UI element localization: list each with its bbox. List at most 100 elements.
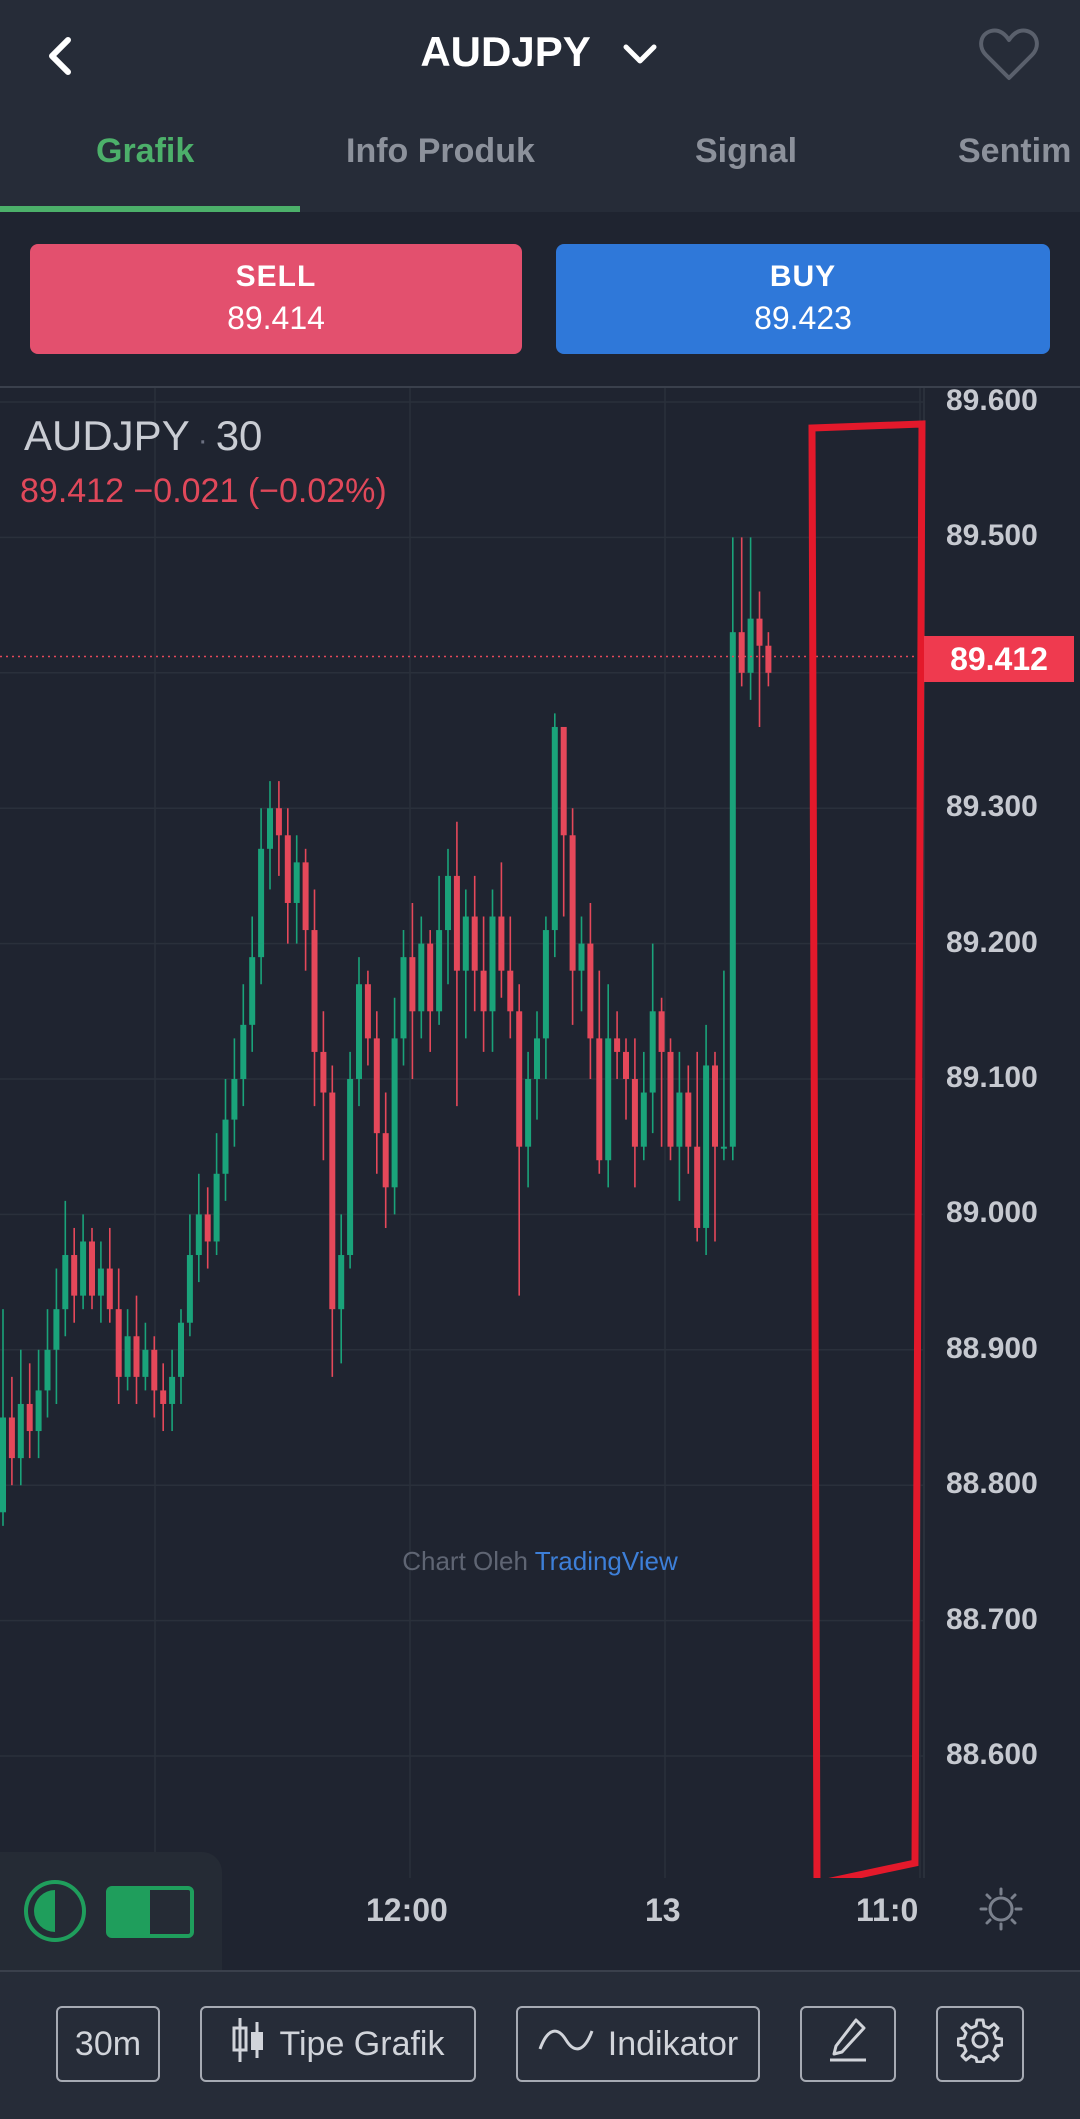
candle-body bbox=[80, 1241, 87, 1296]
candle bbox=[195, 1173, 202, 1283]
y-axis-label: 88.900 bbox=[946, 1331, 1038, 1365]
candle-body bbox=[400, 957, 407, 1039]
candle-body bbox=[471, 916, 478, 971]
candle bbox=[649, 943, 656, 1134]
candle bbox=[0, 1309, 6, 1526]
candle-body bbox=[382, 1133, 389, 1188]
candle bbox=[356, 957, 362, 1107]
price-chart[interactable]: AUDJPY · 30 89.412 −0.021 (−0.02%) 89.600 8… bbox=[0, 384, 1080, 1928]
candle-body bbox=[169, 1376, 176, 1404]
heart-icon[interactable] bbox=[978, 26, 1040, 84]
candle-body bbox=[106, 1268, 113, 1310]
candle bbox=[445, 848, 451, 985]
candle-body bbox=[453, 875, 460, 971]
candle-body bbox=[507, 970, 514, 1012]
chart-credit: Chart Oleh TradingView bbox=[0, 1546, 1080, 1577]
candle-body bbox=[338, 1255, 345, 1310]
x-axis-label: 11:0 bbox=[856, 1892, 919, 1928]
theme-toggle-icon[interactable] bbox=[24, 1880, 86, 1942]
candle-body bbox=[0, 1417, 6, 1513]
candle-body bbox=[560, 726, 567, 836]
candle-body bbox=[213, 1173, 220, 1242]
candle bbox=[347, 1051, 354, 1269]
candle bbox=[222, 1079, 229, 1201]
candle-body bbox=[614, 1038, 621, 1052]
candle bbox=[471, 875, 478, 1012]
tab-sentimen[interactable]: Sentim bbox=[958, 132, 1072, 170]
candle bbox=[373, 1011, 380, 1174]
candle-body bbox=[44, 1349, 51, 1391]
candle-body bbox=[89, 1241, 95, 1296]
candle bbox=[80, 1214, 87, 1310]
candlestick-icon bbox=[231, 2016, 265, 2073]
buy-button[interactable]: BUY 89.423 bbox=[556, 244, 1050, 354]
last-price-tag: 89.412 bbox=[924, 636, 1074, 682]
candle bbox=[712, 1051, 718, 1242]
buy-price: 89.423 bbox=[754, 300, 852, 336]
x-axis-label: 12:00 bbox=[366, 1892, 448, 1928]
chevron-left-icon[interactable] bbox=[38, 30, 86, 82]
x-axis-label: 13 bbox=[645, 1892, 681, 1928]
candle-body bbox=[578, 943, 585, 971]
candle-body bbox=[667, 1051, 674, 1147]
candle-body bbox=[685, 1092, 692, 1147]
candle bbox=[569, 808, 576, 1025]
candle-body bbox=[587, 943, 594, 1039]
sun-icon[interactable] bbox=[978, 1886, 1024, 1932]
settings-button[interactable] bbox=[936, 2006, 1024, 2082]
candle-body bbox=[8, 1417, 15, 1459]
candle-body bbox=[178, 1322, 184, 1377]
chart-toggles bbox=[0, 1852, 222, 1970]
candlestick-chart[interactable] bbox=[0, 388, 1080, 1878]
candle bbox=[498, 862, 505, 998]
candle bbox=[382, 1092, 389, 1228]
y-axis-label: 89.200 bbox=[946, 925, 1038, 959]
candle-body bbox=[756, 618, 763, 646]
candle-body bbox=[53, 1309, 60, 1350]
candle-body bbox=[542, 930, 549, 1039]
pencil-icon bbox=[826, 2016, 870, 2073]
tradingview-link[interactable]: TradingView bbox=[534, 1546, 678, 1576]
candle-body bbox=[364, 984, 371, 1039]
tab-signal[interactable]: Signal bbox=[695, 132, 798, 170]
candle bbox=[631, 1038, 638, 1188]
credit-prefix: Chart Oleh bbox=[402, 1546, 535, 1576]
candle bbox=[249, 916, 256, 1052]
candle-body bbox=[71, 1255, 78, 1296]
top-bar: AUDJPY bbox=[0, 0, 1080, 112]
candle bbox=[462, 889, 469, 1039]
candle-body bbox=[231, 1079, 238, 1120]
candle-body bbox=[204, 1214, 211, 1242]
bottom-toolbar: 30m Tipe Grafik Indikator bbox=[0, 1970, 1080, 2119]
candle bbox=[178, 1309, 184, 1404]
interval-button[interactable]: 30m bbox=[56, 2006, 160, 2082]
candle-body bbox=[720, 1146, 727, 1149]
candle-body bbox=[293, 862, 300, 903]
candle bbox=[453, 821, 460, 1107]
tab-grafik[interactable]: Grafik bbox=[96, 132, 195, 170]
candle bbox=[409, 902, 416, 1079]
candle bbox=[364, 970, 371, 1066]
tab-info-produk[interactable]: Info Produk bbox=[346, 132, 535, 170]
candle-body bbox=[676, 1092, 683, 1147]
draw-button[interactable] bbox=[800, 2006, 896, 2082]
candle bbox=[258, 808, 265, 985]
layout-toggle-icon[interactable] bbox=[106, 1886, 194, 1938]
candle bbox=[115, 1268, 122, 1404]
candle-body bbox=[462, 916, 469, 971]
candle-body bbox=[649, 1011, 656, 1093]
sell-button[interactable]: SELL 89.414 bbox=[30, 244, 522, 354]
chart-type-button[interactable]: Tipe Grafik bbox=[200, 2006, 476, 2082]
candle-body bbox=[569, 835, 576, 971]
candle-body bbox=[35, 1390, 42, 1432]
gear-icon bbox=[956, 2017, 1004, 2072]
candle-body bbox=[409, 957, 416, 1012]
candle-body bbox=[605, 1038, 612, 1161]
candle bbox=[578, 916, 585, 1012]
candle bbox=[551, 713, 558, 958]
candle bbox=[685, 1065, 692, 1174]
candle-body bbox=[249, 957, 256, 1025]
sell-price: 89.414 bbox=[227, 300, 325, 336]
symbol-selector[interactable]: AUDJPY bbox=[0, 28, 1080, 79]
indicator-button[interactable]: Indikator bbox=[516, 2006, 760, 2082]
